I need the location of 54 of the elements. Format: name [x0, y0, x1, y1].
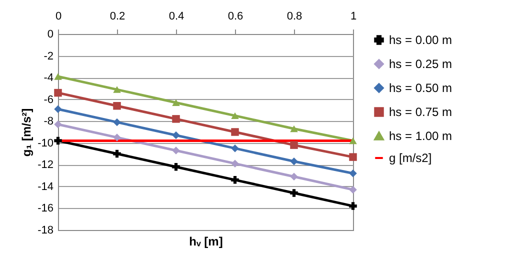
point — [172, 162, 180, 171]
x-axis-title: hᵥ [m] — [189, 234, 223, 248]
point — [290, 172, 298, 181]
point — [172, 131, 180, 140]
point — [54, 136, 62, 145]
y-tick-label: -16 — [38, 202, 54, 215]
point — [231, 176, 239, 184]
legend-label: hs = 0.25 m — [389, 57, 452, 71]
point — [290, 158, 298, 166]
point — [231, 112, 239, 120]
point — [54, 88, 62, 97]
point — [290, 189, 298, 197]
y-tick-label: 0 — [47, 28, 54, 40]
point — [113, 86, 121, 93]
point — [349, 202, 357, 210]
y-tick-label: -4 — [44, 72, 54, 84]
point — [54, 105, 62, 114]
x-tick-label: 0 — [55, 10, 62, 22]
point — [172, 99, 180, 106]
x-tick-label: 0.8 — [286, 10, 302, 22]
point — [349, 170, 357, 178]
point — [54, 73, 62, 80]
point — [290, 141, 298, 149]
y-tick-label: -6 — [44, 94, 54, 106]
x-tick-label: 1 — [350, 10, 357, 22]
point — [113, 150, 121, 158]
legend-label: hs = 0.75 m — [389, 105, 452, 119]
point — [349, 153, 357, 161]
legend-label: hs = 0.00 m — [389, 33, 452, 47]
point — [290, 125, 298, 132]
point — [172, 146, 180, 154]
point — [113, 102, 121, 110]
point — [172, 115, 180, 123]
legend-label: hs = 0.50 m — [389, 81, 452, 95]
y-tick-label: -12 — [38, 159, 54, 172]
point — [349, 186, 357, 194]
point — [349, 137, 357, 144]
legend-label: g [m/s2] — [389, 151, 432, 165]
point — [231, 128, 239, 136]
y-tick-label: -18 — [38, 224, 54, 236]
y-tick-label: -8 — [44, 116, 54, 128]
point — [113, 134, 121, 142]
point — [231, 160, 239, 168]
point — [113, 118, 121, 126]
y-tick-label: -14 — [38, 180, 54, 193]
x-tick-label: 0.4 — [168, 10, 184, 22]
y-axis-title: g₁ [m/s²] — [20, 108, 34, 157]
x-tick-label: 0.6 — [228, 10, 244, 22]
point — [54, 120, 62, 128]
x-tick-label: 0.2 — [110, 10, 126, 22]
y-tick-label: -2 — [44, 50, 54, 62]
point — [231, 144, 239, 152]
legend-label: hs = 1.00 m — [389, 129, 452, 143]
y-tick-label: -10 — [38, 137, 54, 150]
